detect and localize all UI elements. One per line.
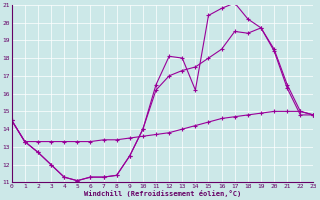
X-axis label: Windchill (Refroidissement éolien,°C): Windchill (Refroidissement éolien,°C) (84, 190, 241, 197)
